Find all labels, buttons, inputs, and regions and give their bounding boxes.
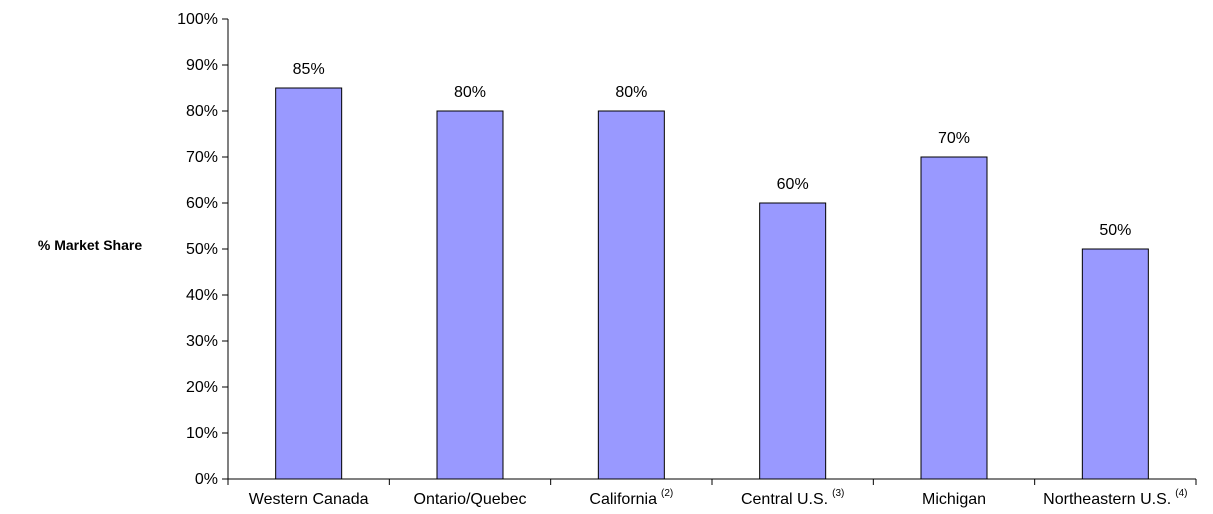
x-tick-label-text: Ontario/Quebec [414,491,527,508]
x-tick-label-text: Central U.S. [741,491,828,508]
y-tick-label: 70% [186,149,218,166]
x-tick-label: Western Canada [249,491,369,508]
x-tick-label: Ontario/Quebec [414,491,527,508]
bar [275,87,343,480]
y-tick-label: 90% [186,57,218,74]
x-tick-label-footnote: (4) [1175,488,1187,499]
y-tick-label: 80% [186,103,218,120]
bar-value-label: 60% [777,176,809,193]
x-tick-label-text: Northeastern U.S. [1043,491,1171,508]
y-tick-label: 0% [195,471,218,488]
x-tick-label: Central U.S. (3) [741,488,844,508]
bar [759,202,827,480]
x-tick-label-footnote: (2) [661,488,673,499]
y-axis-label: % Market Share [38,237,142,253]
bar [436,110,504,480]
x-tick-label-footnote: (3) [832,488,844,499]
bar-value-label: 80% [615,84,647,101]
x-tick-label-text: Michigan [922,491,986,508]
x-tick-label: Michigan [922,491,986,508]
x-tick-label: California (2) [589,488,673,508]
bar [597,110,665,480]
y-tick-label: 100% [177,11,218,28]
y-tick-label: 50% [186,241,218,258]
bar-series: 85% 80% 80% 60% 70% 50% [275,61,1149,480]
bar-value-label: 80% [454,84,486,101]
bar-value-label: 50% [1099,222,1131,239]
x-tick-label: Northeastern U.S. (4) [1043,488,1187,508]
y-tick-label: 30% [186,333,218,350]
bar-value-label: 70% [938,130,970,147]
y-tick-label: 10% [186,425,218,442]
x-tick-label-text: California [589,491,657,508]
x-axis: Western Canada Ontario/Quebec California (2… [227,478,1197,508]
bar-value-label: 85% [293,61,325,78]
y-tick-label: 20% [186,379,218,396]
y-axis: 0% 10% 20% 30% 40% 50% 60% 70% 80% 90% 100% [177,11,229,488]
bar [1081,248,1149,480]
x-tick-label-text: Western Canada [249,491,369,508]
y-tick-label: 40% [186,287,218,304]
y-tick-label: 60% [186,195,218,212]
bar [920,156,988,480]
